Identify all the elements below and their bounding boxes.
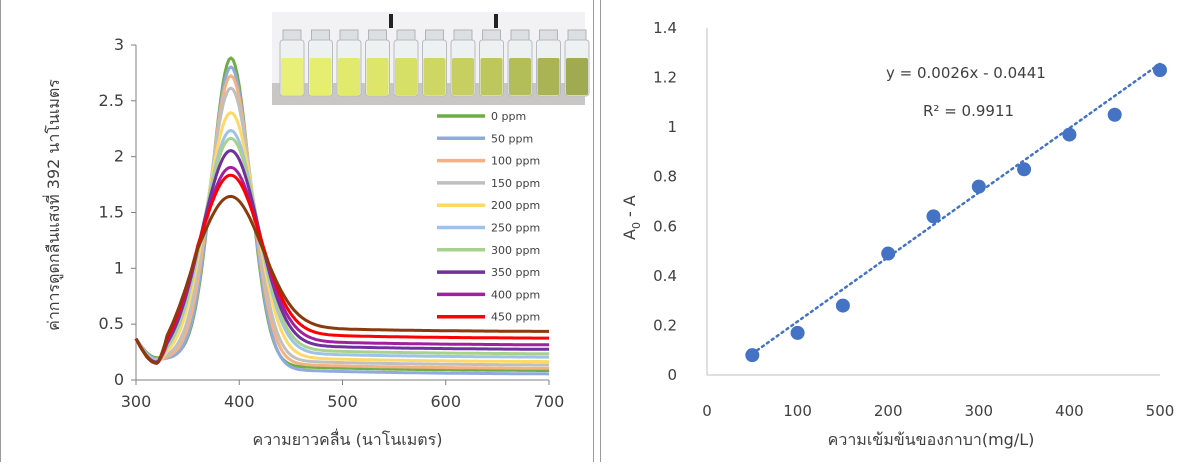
- vial-liquid: [566, 58, 588, 95]
- y-axis-title: ค่าการดูดกลืนแสงที่ 392 นาโนเมตร: [42, 79, 64, 331]
- y-tick-label: 0.5: [99, 314, 124, 333]
- x-tick-label: 400: [1055, 402, 1084, 420]
- vial-liquid: [395, 58, 417, 95]
- vial-liquid: [537, 58, 560, 95]
- calibration-curve-chart: 0 0.2 0.4 0.6 0.8 1 1.2 1.4 0 100 200 300 400 500 ความ…: [620, 19, 1175, 449]
- data-point: [881, 246, 896, 261]
- x-tick-label: 300: [964, 402, 993, 420]
- vial-liquid: [452, 58, 474, 95]
- photo-clip-right: [494, 14, 498, 28]
- y-tick-label: 1.5: [99, 203, 124, 222]
- y-tick-label: 3: [114, 35, 124, 54]
- y-tick-label: 1: [667, 118, 677, 136]
- vial-liquid: [423, 58, 446, 95]
- data-point: [835, 298, 850, 313]
- y-axis-title: A0 - A: [620, 195, 643, 240]
- spectrum-line-4: [134, 111, 549, 364]
- y-tick-label: 0: [114, 370, 124, 389]
- y-tick-label: 0.8: [653, 168, 677, 186]
- legend-label: 450 ppm: [491, 311, 540, 324]
- x-tick-label: 300: [121, 392, 152, 411]
- y-tick-label: 0.4: [653, 267, 677, 285]
- x-tick-label: 500: [1146, 402, 1175, 420]
- legend-label: 150 ppm: [491, 177, 540, 190]
- legend-label: 200 ppm: [491, 199, 540, 212]
- y-tick-label: 1.4: [653, 19, 677, 37]
- vial-photo-inset: [272, 12, 590, 105]
- x-tick-label: 500: [327, 392, 358, 411]
- vial-liquid: [281, 58, 303, 95]
- x-axis-title: ความเข้มข้นของกาบา(mg/L): [828, 430, 1035, 449]
- spectrum-line-2: [134, 74, 549, 370]
- y-tick-label: 1.2: [653, 69, 677, 87]
- vial-cap: [482, 29, 501, 41]
- spectrum-line-10: [134, 194, 549, 365]
- spectrum-line-3: [134, 86, 549, 367]
- vial-cap: [339, 29, 359, 41]
- vial-cap: [510, 29, 530, 41]
- vial-cap: [311, 29, 330, 41]
- data-point: [790, 325, 805, 340]
- absorbance-spectrum-panel: 0 0.5 1 1.5 2 2.5 3 300 400 500 600 700 ความยาวคลื่น…: [0, 0, 594, 462]
- vial-liquid: [366, 58, 389, 95]
- legend-label: 350 ppm: [491, 266, 540, 279]
- r-squared-label: R² = 0.9911: [923, 102, 1014, 120]
- y-axis-title-subscript: 0: [630, 222, 643, 229]
- vial-cap: [567, 29, 587, 41]
- data-point: [1062, 127, 1077, 142]
- y-tick-label: 2.5: [99, 91, 124, 110]
- photo-clip-left: [389, 14, 393, 28]
- calibration-curve-panel: 0 0.2 0.4 0.6 0.8 1 1.2 1.4 0 100 200 300 400 500 ความ…: [600, 0, 1193, 462]
- legend-label: 400 ppm: [491, 288, 540, 301]
- legend-label: 250 ppm: [491, 222, 540, 235]
- data-point: [1017, 162, 1032, 177]
- vial-cap: [396, 29, 416, 41]
- trendline-equation: y = 0.0026x - 0.0441: [886, 64, 1046, 82]
- data-point: [926, 209, 941, 224]
- x-tick-label: 100: [783, 402, 812, 420]
- y-axis-title-main: A: [620, 229, 639, 240]
- vial-liquid: [338, 58, 360, 95]
- x-tick-label: 400: [224, 392, 255, 411]
- vial-cap: [453, 29, 473, 41]
- legend-label: 0 ppm: [491, 110, 526, 123]
- x-tick-label: 0: [702, 402, 712, 420]
- y-tick-label: 2: [114, 147, 124, 166]
- vial-cap: [368, 29, 387, 41]
- data-point: [1107, 107, 1122, 122]
- x-tick-label: 200: [874, 402, 903, 420]
- vial-liquid: [480, 58, 503, 95]
- y-tick-label: 0.2: [653, 316, 677, 334]
- vial-liquid: [509, 58, 531, 95]
- vial-liquid: [309, 58, 332, 95]
- legend-label: 300 ppm: [491, 244, 540, 257]
- data-point: [745, 348, 760, 363]
- vial-cap: [539, 29, 558, 41]
- legend-label: 50 ppm: [491, 132, 533, 145]
- vial-cap: [425, 29, 444, 41]
- vial-cap: [282, 29, 302, 41]
- data-point: [971, 179, 986, 194]
- x-tick-label: 700: [534, 392, 565, 411]
- data-point: [1153, 63, 1167, 78]
- x-tick-label: 600: [430, 392, 461, 411]
- trendline: [751, 62, 1162, 355]
- legend-label: 100 ppm: [491, 155, 540, 168]
- y-tick-label: 0: [667, 366, 677, 384]
- absorbance-spectrum-chart: 0 0.5 1 1.5 2 2.5 3 300 400 500 600 700 ความยาวคลื่น…: [42, 12, 590, 449]
- y-axis-title-tail: - A: [620, 195, 639, 222]
- y-tick-label: 0.6: [653, 217, 677, 235]
- y-tick-label: 1: [114, 258, 124, 277]
- x-axis-title: ความยาวคลื่น (นาโนเมตร): [252, 428, 442, 449]
- spectrum-line-9: [134, 173, 549, 365]
